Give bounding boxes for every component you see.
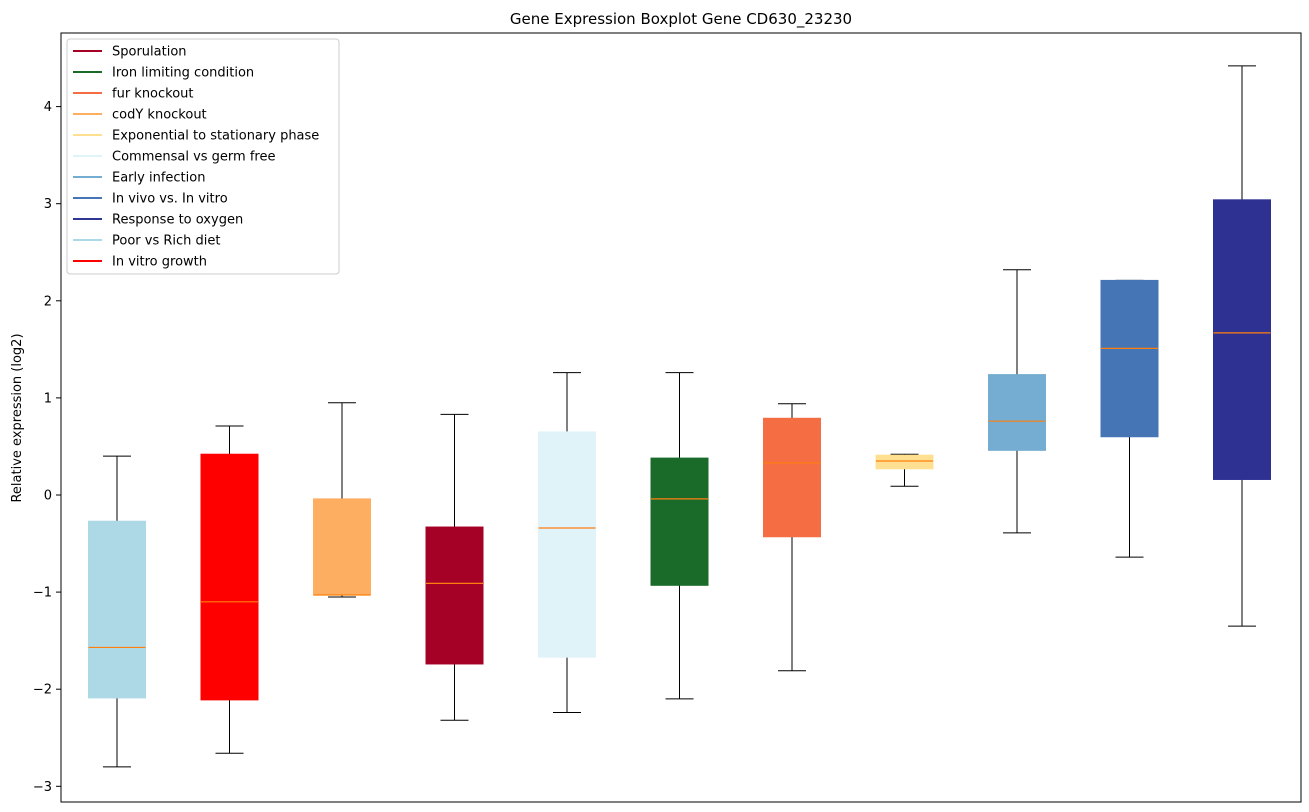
- box-body: [1100, 279, 1159, 438]
- box-body: [88, 520, 146, 699]
- legend-label: codY knockout: [112, 108, 207, 123]
- y-tick-label: 0: [44, 489, 52, 504]
- box-body: [1213, 199, 1271, 480]
- y-tick-label: 1: [44, 391, 52, 406]
- y-tick-label: −1: [33, 586, 52, 601]
- box-body: [875, 454, 934, 470]
- box-body: [200, 453, 259, 701]
- legend-label: Commensal vs germ free: [112, 150, 275, 165]
- y-tick-label: 4: [44, 100, 52, 115]
- legend: Sporulation Iron limiting condition fur kn…: [66, 38, 340, 275]
- y-axis: −3 −2 −1 0 1 2 3 4: [33, 100, 61, 795]
- box-7: [763, 403, 821, 672]
- legend-frame: [66, 38, 340, 275]
- legend-label: Response to oxygen: [112, 213, 243, 228]
- legend-label: In vivo vs. In vitro: [112, 192, 228, 207]
- box-body: [763, 417, 821, 538]
- legend-label: Early infection: [112, 171, 205, 186]
- box-9: [988, 269, 1046, 534]
- box-body: [425, 526, 484, 665]
- y-tick-label: −3: [33, 780, 52, 795]
- box-body: [988, 374, 1046, 451]
- legend-label: Exponential to stationary phase: [112, 129, 319, 144]
- box-2: [200, 425, 259, 754]
- box-body: [650, 457, 709, 586]
- box-body: [313, 498, 371, 596]
- box-8: [875, 453, 934, 487]
- y-tick-label: −2: [33, 683, 52, 698]
- box-3: [313, 402, 371, 598]
- box-6: [650, 372, 709, 700]
- box-10: [1100, 279, 1159, 558]
- box-5: [538, 372, 596, 714]
- box-11: [1213, 65, 1271, 627]
- legend-label: In vitro growth: [112, 255, 207, 270]
- box-1: [88, 455, 146, 768]
- chart-title: Gene Expression Boxplot Gene CD630_23230: [510, 10, 852, 29]
- y-tick-label: 2: [44, 294, 52, 309]
- box-body: [538, 431, 596, 658]
- plot-frame: [60, 32, 1302, 803]
- box-4: [425, 413, 484, 721]
- y-tick-label: 3: [44, 197, 52, 212]
- boxes-group: [88, 65, 1271, 768]
- y-axis-label: Relative expression (log2): [10, 333, 25, 502]
- legend-label: Poor vs Rich diet: [112, 234, 220, 249]
- legend-label: fur knockout: [112, 87, 194, 102]
- legend-label: Iron limiting condition: [112, 66, 254, 81]
- legend-label: Sporulation: [112, 45, 187, 60]
